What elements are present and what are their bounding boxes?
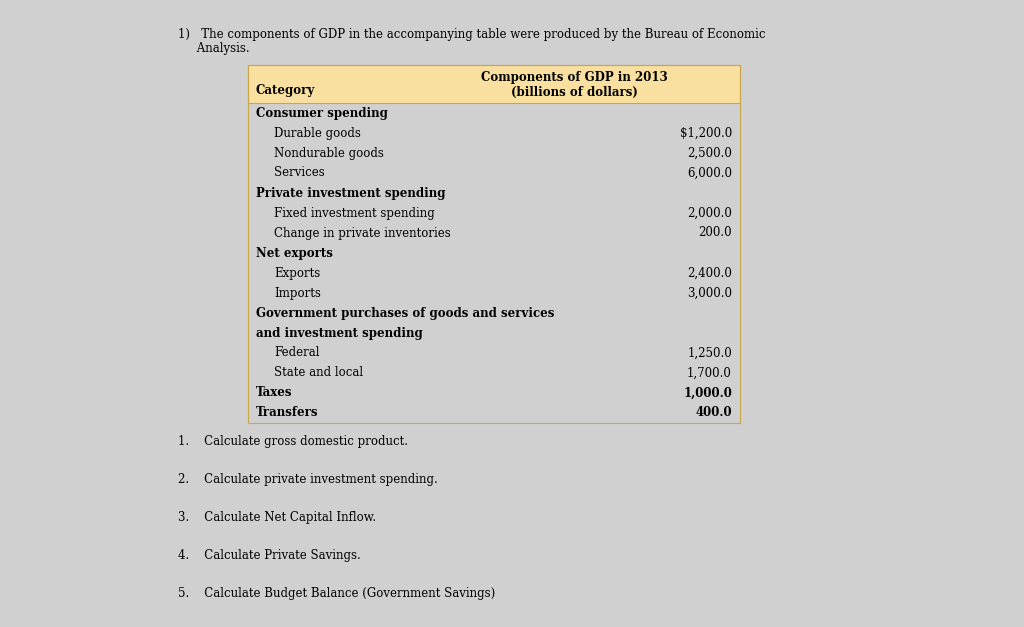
Text: 3,000.0: 3,000.0 [687,287,732,300]
Text: Transfers: Transfers [256,406,318,419]
Text: Category: Category [256,84,315,97]
Text: 1.    Calculate gross domestic product.: 1. Calculate gross domestic product. [178,435,408,448]
Text: 400.0: 400.0 [695,406,732,419]
Text: 6,000.0: 6,000.0 [687,167,732,179]
Text: 2,500.0: 2,500.0 [687,147,732,159]
Text: Private investment spending: Private investment spending [256,186,445,199]
Text: 1)   The components of GDP in the accompanying table were produced by the Bureau: 1) The components of GDP in the accompan… [178,28,766,41]
Text: and investment spending: and investment spending [256,327,423,339]
Text: 200.0: 200.0 [698,226,732,240]
Text: Federal: Federal [274,347,319,359]
Text: $1,200.0: $1,200.0 [680,127,732,139]
Text: Components of GDP in 2013
(billions of dollars): Components of GDP in 2013 (billions of d… [480,71,668,99]
Text: Nondurable goods: Nondurable goods [274,147,384,159]
Text: 3.    Calculate Net Capital Inflow.: 3. Calculate Net Capital Inflow. [178,511,376,524]
Text: Durable goods: Durable goods [274,127,360,139]
Bar [248,65,740,423]
Text: Services: Services [274,167,325,179]
Text: Fixed investment spending: Fixed investment spending [274,206,435,219]
Text: Imports: Imports [274,287,321,300]
Text: 5.    Calculate Budget Balance (Government Savings): 5. Calculate Budget Balance (Government … [178,587,496,600]
Text: 1,250.0: 1,250.0 [687,347,732,359]
Text: 1,700.0: 1,700.0 [687,367,732,379]
Text: 2,400.0: 2,400.0 [687,266,732,280]
Text: State and local: State and local [274,367,364,379]
Text: 4.    Calculate Private Savings.: 4. Calculate Private Savings. [178,549,360,562]
Text: 2.    Calculate private investment spending.: 2. Calculate private investment spending… [178,473,437,486]
Text: Government purchases of goods and services: Government purchases of goods and servic… [256,307,554,320]
Text: Consumer spending: Consumer spending [256,107,388,120]
Text: 2,000.0: 2,000.0 [687,206,732,219]
Text: Net exports: Net exports [256,246,333,260]
Text: 1,000.0: 1,000.0 [683,386,732,399]
Bar [248,65,740,103]
Text: Exports: Exports [274,266,321,280]
Text: Change in private inventories: Change in private inventories [274,226,451,240]
Text: Taxes: Taxes [256,386,293,399]
Text: Analysis.: Analysis. [178,42,250,55]
